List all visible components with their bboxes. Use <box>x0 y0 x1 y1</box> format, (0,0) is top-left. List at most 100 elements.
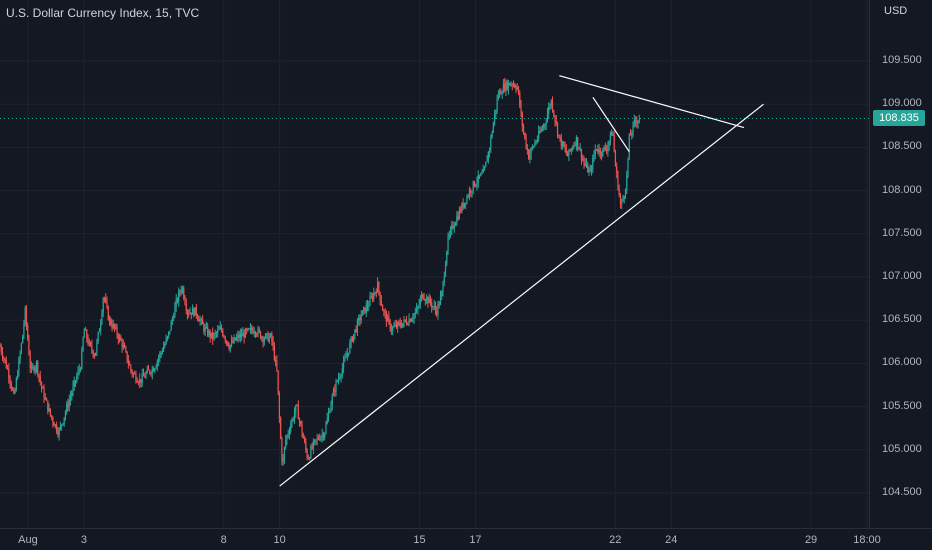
candle-body <box>139 379 141 383</box>
candle-body <box>573 145 575 148</box>
candle-body <box>310 447 312 458</box>
price-tick-label: 108.500 <box>882 140 922 153</box>
candle-body <box>384 311 386 313</box>
candle-body <box>486 160 488 162</box>
candle-body <box>593 154 595 158</box>
candle-body <box>507 82 510 90</box>
candle-body <box>466 196 468 204</box>
candle-body <box>624 190 627 196</box>
candle-body <box>196 315 199 319</box>
candle-body <box>339 377 341 379</box>
candle-body <box>334 389 336 392</box>
candle-body <box>125 347 127 352</box>
candle-body <box>421 294 423 299</box>
candle-body <box>254 332 257 335</box>
candle-body <box>59 425 62 430</box>
candle-body <box>163 346 165 352</box>
candle-body <box>412 318 414 320</box>
candle-body <box>409 319 411 322</box>
candle-body <box>209 331 211 338</box>
candle-body <box>399 322 401 326</box>
candle-body <box>200 319 202 321</box>
candle-body <box>164 343 166 347</box>
candle-body <box>37 361 39 375</box>
candle-body <box>499 91 501 96</box>
candle-body <box>359 317 361 321</box>
candle-body <box>428 297 430 304</box>
candle-body <box>439 296 442 305</box>
candle-body <box>397 322 399 328</box>
trendline <box>559 75 745 129</box>
candle-body <box>522 125 525 133</box>
candle-body <box>336 381 338 383</box>
candle-body <box>102 298 104 313</box>
price-tick-label: 109.000 <box>882 97 922 110</box>
price-chart-canvas[interactable] <box>0 0 869 528</box>
candle-body <box>550 100 552 106</box>
candle-body <box>426 297 428 301</box>
candle-body <box>539 131 541 133</box>
candle-body <box>316 437 318 440</box>
candle-body <box>63 417 65 424</box>
candle-body <box>448 234 450 237</box>
candle-body <box>219 327 221 330</box>
candle-body <box>403 319 405 324</box>
candle-body <box>160 352 162 354</box>
candle-body <box>256 334 258 336</box>
candle-body <box>434 305 437 311</box>
candle-body <box>407 323 409 325</box>
candle-body <box>190 312 192 315</box>
candle-body <box>376 282 379 293</box>
candle-body <box>481 172 483 174</box>
candle-body <box>398 322 400 324</box>
candle-body <box>351 337 353 342</box>
candle-body <box>395 324 398 328</box>
candle-body <box>548 106 550 114</box>
candle-body <box>567 153 569 157</box>
candle-body <box>181 288 184 291</box>
candle-body <box>218 329 220 331</box>
candle-body <box>157 357 160 361</box>
candle-body <box>105 298 107 302</box>
candle-body <box>617 172 619 190</box>
candle-body <box>530 148 532 155</box>
candle-body <box>110 318 112 325</box>
candle-body <box>247 328 249 331</box>
candle-body <box>14 389 16 394</box>
candle-body <box>363 307 365 311</box>
candle-body <box>457 216 459 219</box>
candle-body <box>326 418 328 425</box>
price-axis-divider <box>869 0 870 528</box>
candle-body <box>20 343 22 353</box>
candle-body <box>353 334 355 342</box>
candle-body <box>419 298 421 305</box>
candle-body <box>454 223 457 226</box>
candle-body <box>194 307 196 316</box>
candle-body <box>516 86 518 90</box>
candle-body <box>286 435 288 440</box>
candle-body <box>370 296 372 298</box>
price-tick-label: 107.500 <box>882 226 922 239</box>
candle-body <box>441 292 443 297</box>
candle-body <box>315 439 317 441</box>
candle-body <box>248 328 250 330</box>
candle-body <box>483 167 486 170</box>
candle-body <box>301 424 303 435</box>
candle-body <box>161 351 163 353</box>
candle-body <box>453 225 455 228</box>
candle-body <box>215 332 218 334</box>
candle-body <box>9 377 11 384</box>
candle-body <box>520 105 522 113</box>
candle-body <box>356 320 359 332</box>
candle-body <box>631 132 633 136</box>
candle-body <box>592 157 594 171</box>
candle-body <box>578 147 580 150</box>
candle-body <box>277 370 279 394</box>
candle-body <box>506 81 508 90</box>
candle-body <box>312 441 314 449</box>
candle-body <box>269 333 272 337</box>
candle-body <box>298 419 301 422</box>
candle-body <box>257 328 259 335</box>
candle-body <box>134 373 136 375</box>
candle-body <box>249 327 252 329</box>
